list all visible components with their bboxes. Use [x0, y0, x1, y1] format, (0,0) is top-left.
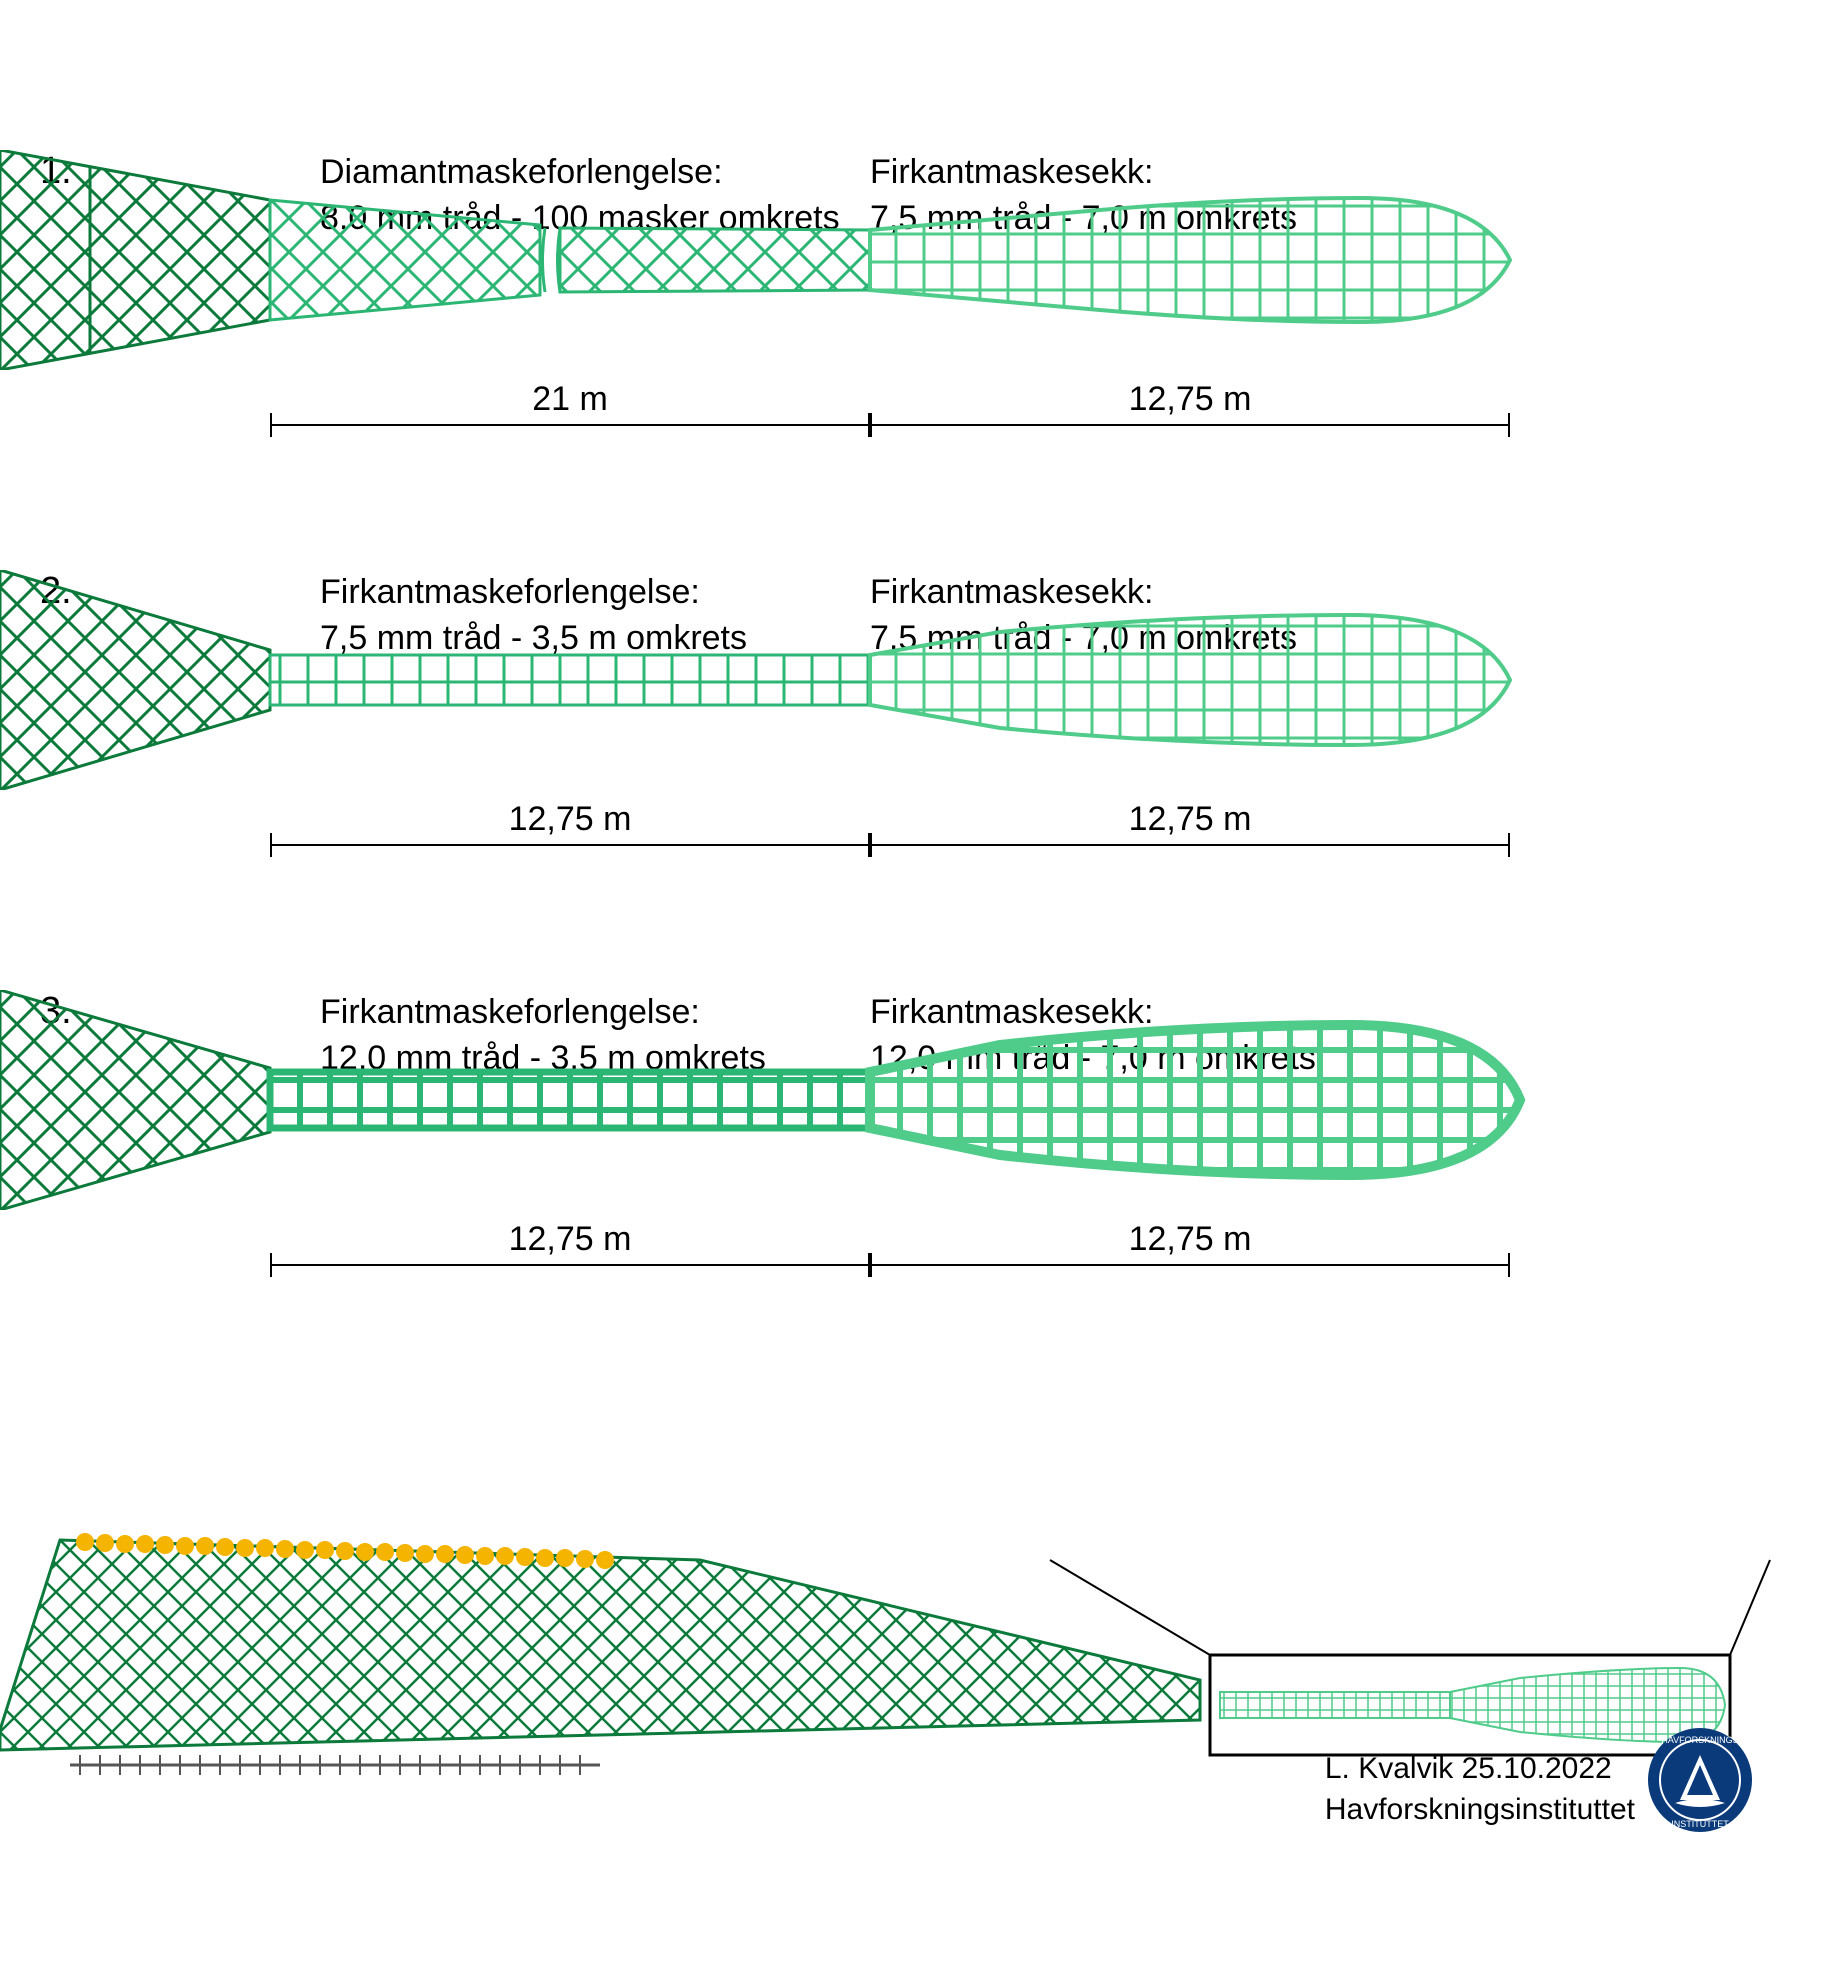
net-diagram-3	[0, 990, 1805, 1210]
codend-dim-line	[870, 1264, 1510, 1266]
logo-text-bottom: INSTITUTTET	[1671, 1819, 1729, 1829]
ext-dim-line	[270, 844, 870, 846]
logo-text-top: HAVFORSKNINGS	[1661, 1735, 1738, 1745]
ext-length: 21 m	[532, 380, 608, 419]
ext-length: 12,75 m	[509, 800, 632, 839]
attribution: L. Kvalvik 25.10.2022 Havforskningsinsti…	[1325, 1749, 1635, 1830]
attribution-line-2: Havforskningsinstituttet	[1325, 1790, 1635, 1831]
panel-2: 2. Firkantmaskeforlengelse: 7,5 mm tråd …	[0, 570, 1805, 870]
dimensions-3: 12,75 m 12,75 m	[0, 1220, 1805, 1290]
dimensions-1: 21 m 12,75 m	[0, 380, 1805, 450]
imr-logo: HAVFORSKNINGS INSTITUTTET	[1645, 1725, 1755, 1840]
ground-gear	[70, 1755, 600, 1775]
attribution-line-1: L. Kvalvik 25.10.2022	[1325, 1749, 1635, 1790]
codend-length: 12,75 m	[1129, 1220, 1252, 1259]
ext-dim-line	[270, 424, 870, 426]
net-diagram-2	[0, 570, 1805, 790]
codend-dim-line	[870, 844, 1510, 846]
dimensions-2: 12,75 m 12,75 m	[0, 800, 1805, 870]
panel-3: 3. Firkantmaskeforlengelse: 12,0 mm tråd…	[0, 990, 1805, 1290]
panel-1: 1. Diamantmaskeforlengelse: 8,0 mm tråd …	[0, 150, 1805, 450]
codend-dim-line	[870, 424, 1510, 426]
net-diagram-1	[0, 150, 1805, 370]
ext-length: 12,75 m	[509, 1220, 632, 1259]
full-trawl-overview: L. Kvalvik 25.10.2022 Havforskningsinsti…	[0, 1410, 1805, 1830]
codend-length: 12,75 m	[1129, 380, 1252, 419]
ext-dim-line	[270, 1264, 870, 1266]
codend-length: 12,75 m	[1129, 800, 1252, 839]
